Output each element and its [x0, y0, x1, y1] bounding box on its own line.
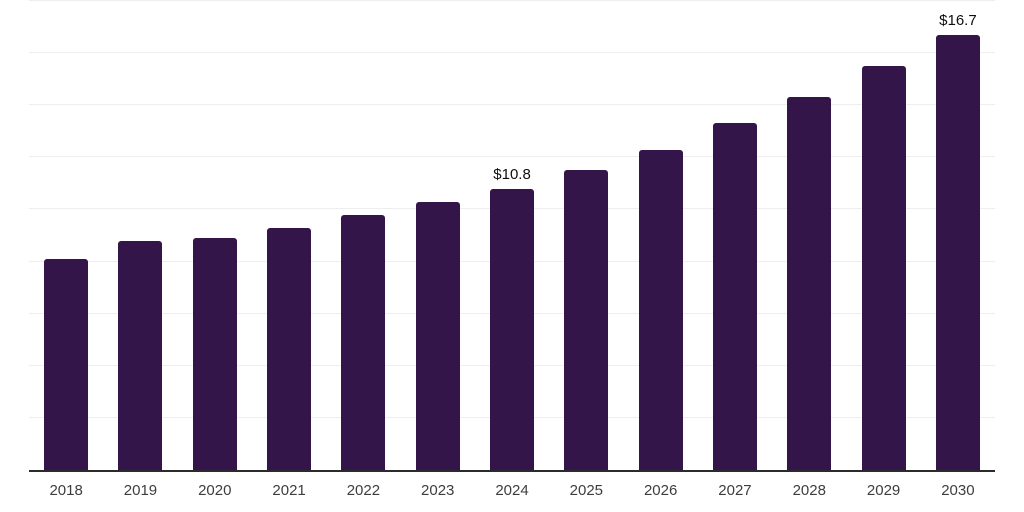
bar-2030 — [935, 34, 980, 470]
bar-column-2028 — [772, 1, 846, 470]
bar-2025 — [564, 170, 609, 470]
bar-column-2022 — [326, 1, 400, 470]
bar-2028 — [787, 97, 832, 470]
bar-column-2025 — [549, 1, 623, 470]
bar-column-2019 — [103, 1, 177, 470]
x-tick-label-2026: 2026 — [643, 482, 678, 499]
bar-column-2020 — [178, 1, 252, 470]
bar-2022 — [341, 214, 386, 470]
bar-column-2024: $10.8 — [475, 1, 549, 470]
bar-column-2021 — [252, 1, 326, 470]
x-tick-label-2030: 2030 — [941, 482, 975, 499]
data-label-2030: $16.7 — [939, 11, 977, 29]
gridline — [29, 156, 995, 158]
x-tick-label-2025: 2025 — [569, 482, 604, 499]
bar-2029 — [861, 66, 906, 470]
bar-2020 — [192, 238, 237, 470]
gridline — [29, 104, 995, 106]
x-tick-label-2021: 2021 — [272, 482, 306, 499]
bar-2023 — [415, 201, 460, 470]
bars-row: $10.8 $16.7 — [29, 1, 995, 470]
x-tick-label-2023: 2023 — [421, 482, 455, 499]
x-tick-label-2024: 2024 — [495, 482, 529, 499]
data-label-2024: $10.8 — [493, 165, 531, 183]
x-tick-label-2022: 2022 — [346, 482, 381, 499]
x-tick-label-2028: 2028 — [792, 482, 826, 499]
x-tick-label-2019: 2019 — [123, 482, 158, 499]
bar-2021 — [267, 227, 312, 470]
x-axis-line — [29, 470, 995, 472]
bar-column-2026 — [624, 1, 698, 470]
x-tick-label-2029: 2029 — [866, 482, 901, 499]
bar-column-2027 — [698, 1, 772, 470]
bar-column-2029 — [846, 1, 920, 470]
bar-column-2023 — [401, 1, 475, 470]
x-axis-tick-labels: 2018 2019 2020 2021 2022 2023 2024 2025 2026 2027… — [29, 483, 995, 498]
bar-2024 — [490, 188, 535, 470]
gridline — [29, 0, 995, 1]
bar-column-2030: $16.7 — [921, 1, 995, 470]
bar-2018 — [44, 258, 89, 470]
bar-column-2018 — [29, 1, 103, 470]
plot-area: $10.8 $16.7 — [29, 0, 995, 472]
bar-2026 — [638, 149, 683, 470]
x-tick-label-2020: 2020 — [198, 482, 232, 499]
x-tick-label-2018: 2018 — [49, 482, 83, 499]
bar-2019 — [118, 240, 163, 470]
x-tick-label-2027: 2027 — [718, 482, 752, 499]
bar-2027 — [712, 123, 757, 470]
gridline — [29, 52, 995, 54]
